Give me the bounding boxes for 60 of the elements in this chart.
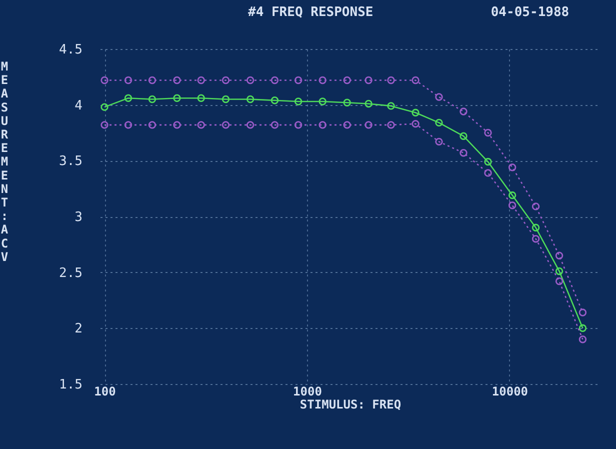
x-axis-title: STIMULUS: FREQ — [300, 398, 402, 412]
point — [460, 148, 468, 157]
point — [412, 76, 420, 84]
point — [387, 102, 395, 110]
point — [364, 100, 372, 108]
text: MEASUREMENT: ACV — [0, 60, 8, 264]
point — [197, 76, 205, 84]
point — [532, 224, 540, 232]
point — [555, 267, 564, 276]
point — [148, 121, 156, 129]
y-tick-label: 4 — [74, 98, 83, 114]
point — [435, 118, 443, 127]
x-tick-label: 100 — [94, 384, 116, 398]
y-tick-label: 2.5 — [59, 266, 82, 281]
point — [222, 76, 230, 84]
point — [387, 121, 395, 129]
point — [222, 95, 230, 104]
point — [412, 120, 420, 128]
point — [508, 201, 516, 210]
y-tick-label: 2 — [74, 322, 82, 337]
point — [578, 335, 587, 344]
point — [435, 93, 443, 101]
point — [100, 76, 108, 84]
point — [508, 191, 516, 200]
point — [197, 121, 205, 129]
x-tick-label: 1000 — [293, 384, 322, 398]
chart-title: #4 FREQ RESPONSE — [248, 5, 374, 20]
point — [555, 277, 564, 286]
point — [173, 76, 181, 84]
y-tick-label: 3 — [74, 210, 82, 225]
point — [578, 308, 587, 316]
point — [148, 76, 156, 84]
y-tick-label: 4.5 — [59, 42, 82, 58]
point — [460, 132, 468, 140]
point — [484, 169, 492, 177]
point — [364, 121, 372, 129]
point — [197, 94, 205, 102]
point — [532, 234, 540, 243]
point — [484, 158, 492, 166]
point — [222, 121, 230, 129]
point — [124, 76, 132, 84]
x-tick-label: 10000 — [492, 384, 528, 398]
point — [148, 95, 156, 104]
point — [508, 164, 516, 172]
point — [484, 128, 492, 137]
point — [435, 138, 443, 146]
point — [387, 76, 395, 84]
point — [412, 108, 420, 117]
point — [555, 252, 564, 260]
point — [100, 121, 108, 129]
y-tick-label: 3.5 — [59, 154, 82, 170]
point — [173, 121, 181, 129]
y-tick-label: 1.5 — [59, 378, 82, 392]
point — [173, 94, 181, 102]
text: 04-05-1988 — [490, 5, 570, 20]
point — [532, 202, 540, 210]
point — [460, 108, 468, 116]
point — [124, 121, 132, 129]
point — [124, 94, 132, 102]
point — [364, 76, 372, 84]
